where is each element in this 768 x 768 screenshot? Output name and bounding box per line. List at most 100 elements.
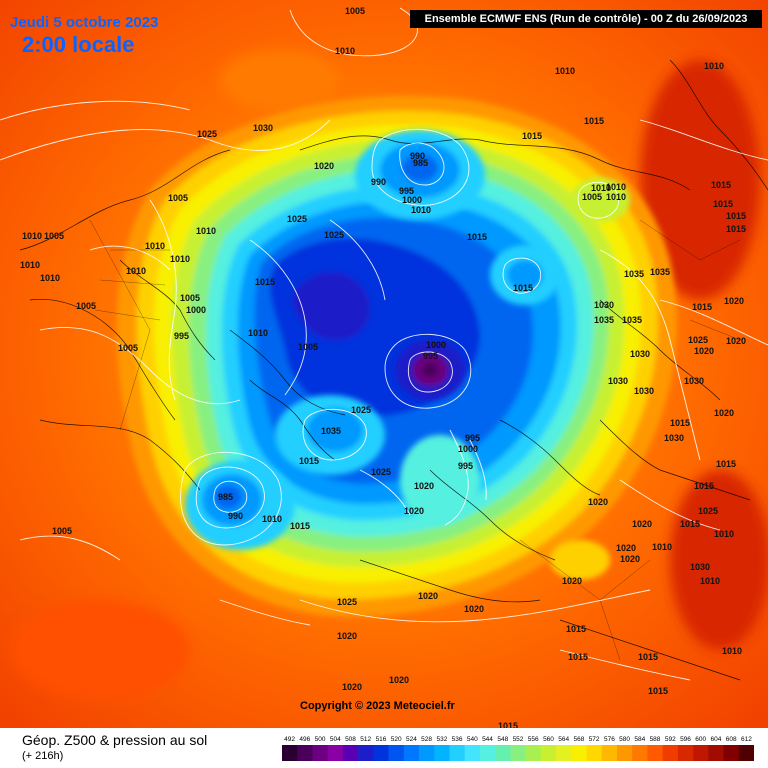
legend-tick-label: 536 — [452, 736, 463, 743]
isobar-label: 985 — [218, 492, 233, 502]
isobar-label: 1020 — [616, 543, 636, 553]
isobar-label: 1020 — [418, 591, 438, 601]
isobar-label: 1020 — [632, 519, 652, 529]
legend-swatch — [708, 745, 724, 761]
isobar-label: 1010 — [40, 273, 60, 283]
legend-swatch — [479, 745, 496, 761]
isobar-label: 990 — [410, 151, 425, 161]
isobar-label: 1010 — [411, 205, 431, 215]
legend-swatch — [327, 745, 344, 761]
isobar-label: 1020 — [404, 506, 424, 516]
isobar-label: 1010 — [700, 576, 720, 586]
legend-swatch — [449, 745, 465, 761]
isobar-label: 1020 — [588, 497, 608, 507]
isobar-label: 1030 — [253, 123, 273, 133]
isobar-labels: 1005 1010 1010 1025 1030 1005 1010 1010 … — [20, 6, 746, 728]
isobar-label: 1015 — [255, 277, 275, 287]
legend-tick-label: 540 — [467, 736, 478, 743]
isobar-label: 1015 — [584, 116, 604, 126]
isobar-label: 1020 — [714, 408, 734, 418]
legend-tick-label: 588 — [650, 736, 661, 743]
color-scale-legend: 492 496 500 504 508 512 516 520 524 528 532 536 540 5… — [282, 736, 754, 761]
legend-swatch — [525, 745, 542, 761]
isobar-label: 1010 — [704, 61, 724, 71]
isobar-label: 1025 — [324, 230, 344, 240]
isobar-label: 1005 — [298, 342, 318, 352]
legend-swatch — [403, 745, 420, 761]
isobar-label: 1015 — [680, 519, 700, 529]
isobar-label: 1000 — [186, 305, 206, 315]
isobar-label: 1020 — [414, 481, 434, 491]
isobar-label: 1010 — [262, 514, 282, 524]
isobar-label: 1010 — [170, 254, 190, 264]
legend-tick-label: 580 — [619, 736, 630, 743]
isobar-label: 1005 — [76, 301, 96, 311]
legend-tick-label: 600 — [695, 736, 706, 743]
legend-swatch — [373, 745, 389, 761]
legend-swatch — [632, 745, 648, 761]
isobar-label: 1020 — [464, 604, 484, 614]
legend-swatch — [434, 745, 450, 761]
isobar-label: 1005 — [180, 293, 200, 303]
legend-tick-label: 504 — [330, 736, 341, 743]
isobar-label: 1015 — [648, 686, 668, 696]
isobar-label: 995 — [423, 351, 438, 361]
isobar-label: 1020 — [389, 675, 409, 685]
isobar-label: 1020 — [562, 576, 582, 586]
legend-tick-label: 560 — [543, 736, 554, 743]
isobar-label: 1035 — [321, 426, 341, 436]
legend-swatch — [677, 745, 694, 761]
legend-tick-label: 604 — [710, 736, 721, 743]
isobar-label: 985 — [413, 158, 428, 168]
legend-tick-label: 496 — [299, 736, 310, 743]
legend-tick-label: 556 — [528, 736, 539, 743]
isobar-label: 1000 — [458, 444, 478, 454]
isobar-label: 1035 — [594, 315, 614, 325]
isobar-label: 1015 — [692, 302, 712, 312]
isobar-label: 1010 — [145, 241, 165, 251]
isobar-label: 1015 — [467, 232, 487, 242]
legend-tick-label: 516 — [376, 736, 387, 743]
model-run-banner: Ensemble ECMWF ENS (Run de contrôle) - 0… — [410, 10, 762, 28]
isobar-label: 1005 — [582, 192, 602, 202]
isobar-label: 1020 — [620, 554, 640, 564]
legend-tick-label: 520 — [391, 736, 402, 743]
legend-swatch — [556, 745, 572, 761]
legend-tick-label: 584 — [634, 736, 645, 743]
legend-tick-label: 544 — [482, 736, 493, 743]
isobar-label: 1020 — [726, 336, 746, 346]
isobar-label: 1015 — [670, 418, 690, 428]
legend-tick-label: 552 — [513, 736, 524, 743]
legend-swatch — [571, 745, 587, 761]
isobar-contours — [0, 7, 768, 681]
legend-swatch — [510, 745, 526, 761]
isobar-label: 1015 — [290, 521, 310, 531]
legend-swatch — [693, 745, 709, 761]
isobar-label: 1025 — [337, 597, 357, 607]
isobar-label: 1005 — [168, 193, 188, 203]
isobar-label: 1030 — [630, 349, 650, 359]
map-parameter-title: Géop. Z500 & pression au sol — [22, 732, 208, 748]
isobar-label: 1035 — [622, 315, 642, 325]
isobar-label: 1025 — [688, 335, 708, 345]
isobar-label: 1025 — [351, 405, 371, 415]
isobar-label: 1020 — [314, 161, 334, 171]
isobar-label: 1010 — [196, 226, 216, 236]
isobar-label: 1010 — [591, 183, 611, 193]
legend-swatch — [419, 745, 435, 761]
z500-geopotential-map: 1005 1010 1010 1025 1030 1005 1010 1010 … — [0, 0, 768, 728]
isobar-label: 1025 — [287, 214, 307, 224]
copyright-notice: Copyright © 2023 Meteociel.fr — [300, 700, 455, 712]
legend-swatch — [342, 745, 359, 761]
isobar-label: 1010 — [606, 192, 626, 202]
legend-swatch — [738, 745, 754, 761]
isobar-label: 1015 — [498, 721, 518, 728]
legend-swatch — [495, 745, 511, 761]
legend-tick-label: 492 — [284, 736, 295, 743]
isobar-label: 1015 — [713, 199, 733, 209]
isobar-label: 1015 — [716, 459, 736, 469]
isobar-label: 1020 — [694, 346, 714, 356]
isobar-label: 990 — [371, 177, 386, 187]
legend-swatch — [312, 745, 328, 761]
